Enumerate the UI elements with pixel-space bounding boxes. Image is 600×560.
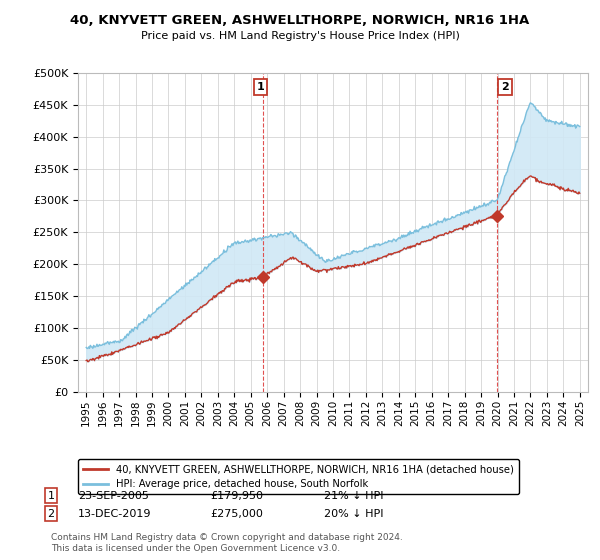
Text: 1: 1 xyxy=(256,82,264,92)
Text: 2: 2 xyxy=(501,82,509,92)
Text: 1: 1 xyxy=(47,491,55,501)
Text: 20% ↓ HPI: 20% ↓ HPI xyxy=(324,508,383,519)
Text: 13-DEC-2019: 13-DEC-2019 xyxy=(78,508,151,519)
Text: Contains HM Land Registry data © Crown copyright and database right 2024.
This d: Contains HM Land Registry data © Crown c… xyxy=(51,533,403,553)
Text: 21% ↓ HPI: 21% ↓ HPI xyxy=(324,491,383,501)
Legend: 40, KNYVETT GREEN, ASHWELLTHORPE, NORWICH, NR16 1HA (detached house), HPI: Avera: 40, KNYVETT GREEN, ASHWELLTHORPE, NORWIC… xyxy=(78,459,519,494)
Text: 2: 2 xyxy=(47,508,55,519)
Text: 40, KNYVETT GREEN, ASHWELLTHORPE, NORWICH, NR16 1HA: 40, KNYVETT GREEN, ASHWELLTHORPE, NORWIC… xyxy=(70,14,530,27)
Text: £275,000: £275,000 xyxy=(210,508,263,519)
Text: Price paid vs. HM Land Registry's House Price Index (HPI): Price paid vs. HM Land Registry's House … xyxy=(140,31,460,41)
Text: 23-SEP-2005: 23-SEP-2005 xyxy=(78,491,149,501)
Text: £179,950: £179,950 xyxy=(210,491,263,501)
